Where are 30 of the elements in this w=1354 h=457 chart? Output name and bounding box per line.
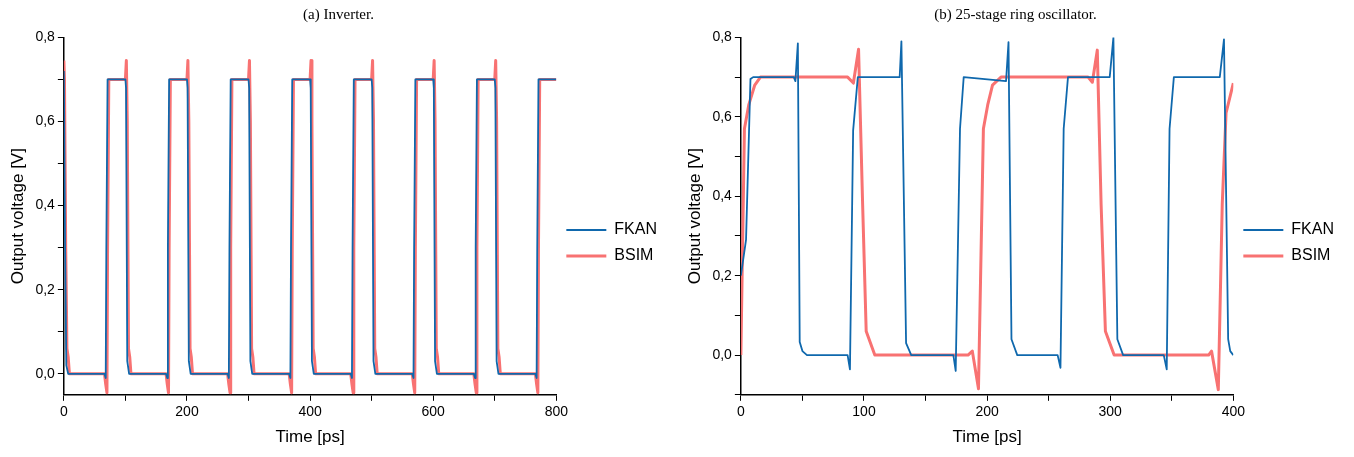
- x-tick-label: 0: [59, 403, 68, 420]
- x-tick-label: 300: [1098, 403, 1123, 420]
- y-tick-label: 0,4: [712, 187, 733, 204]
- y-tick-label: 0,2: [35, 280, 56, 297]
- x-axis-title: Time [ps]: [952, 427, 1022, 447]
- chart-title: (a) Inverter.: [302, 5, 375, 24]
- y-tick-label: 0,0: [35, 364, 56, 381]
- x-tick-label: 600: [421, 403, 446, 420]
- y-tick-label: 0,4: [35, 196, 56, 213]
- x-tick-label: 200: [175, 403, 199, 420]
- legend-label: BSIM: [1291, 246, 1331, 264]
- y-tick-label: 0,8: [712, 28, 733, 45]
- legend-label: FKAN: [1291, 220, 1334, 238]
- legend-label: FKAN: [614, 220, 657, 238]
- x-tick-label: 400: [1221, 403, 1246, 420]
- y-axis-title: Output voltage [V]: [7, 148, 27, 285]
- y-tick-label: 0,0: [712, 345, 733, 362]
- x-axis-title: Time [ps]: [275, 427, 345, 447]
- y-tick-label: 0,2: [712, 266, 733, 283]
- x-tick-label: 0: [736, 403, 745, 420]
- x-tick-label: 400: [298, 403, 322, 420]
- x-tick-label: 100: [852, 403, 876, 420]
- y-tick-label: 0,8: [35, 28, 56, 45]
- y-tick-label: 0,6: [35, 112, 56, 129]
- chart-title: (b) 25-stage ring oscillator.: [933, 5, 1098, 24]
- legend-label: BSIM: [614, 246, 654, 264]
- x-tick-label: 800: [544, 403, 569, 420]
- y-tick-label: 0,6: [712, 107, 733, 124]
- y-axis-title: Output voltage [V]: [684, 148, 704, 285]
- x-tick-label: 200: [975, 403, 999, 420]
